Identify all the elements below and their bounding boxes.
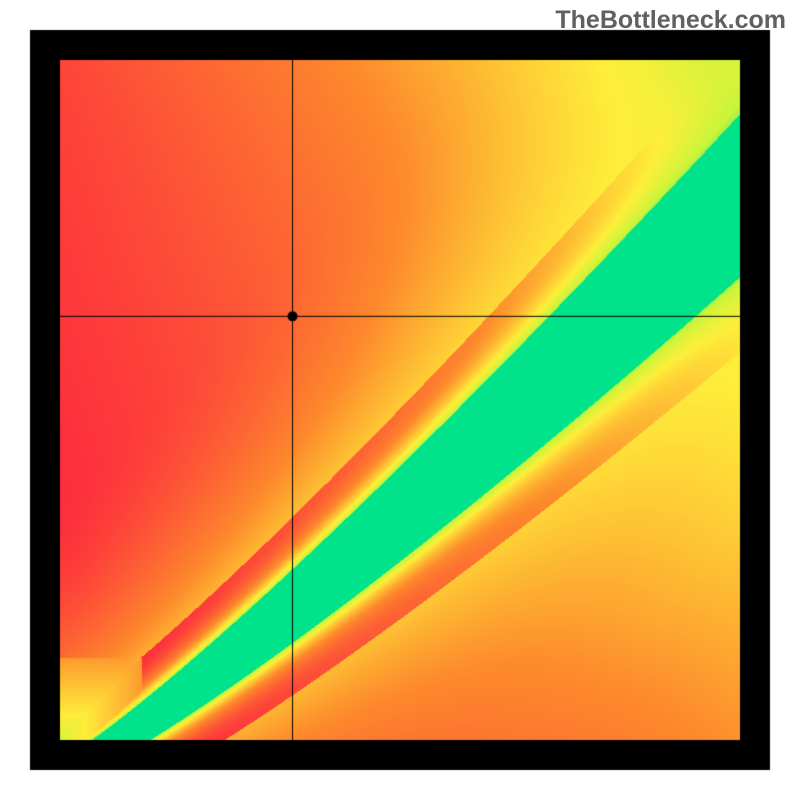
bottleneck-heatmap-canvas (0, 0, 800, 800)
watermark-text: TheBottleneck.com (555, 6, 786, 35)
chart-container: TheBottleneck.com (0, 0, 800, 800)
